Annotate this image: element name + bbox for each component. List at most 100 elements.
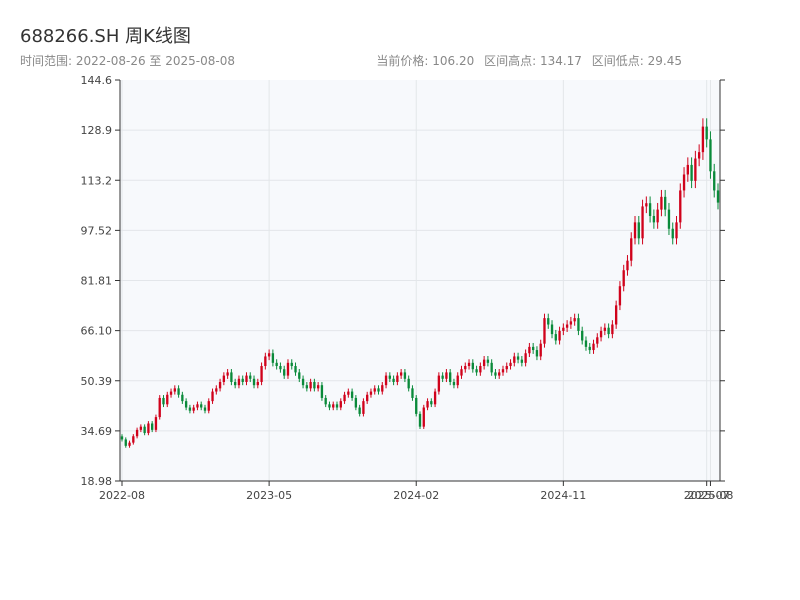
- candle-body: [147, 423, 150, 434]
- candle-body: [697, 152, 701, 159]
- candle-body: [377, 388, 380, 392]
- candle-body: [222, 375, 226, 382]
- candle-body: [543, 318, 546, 344]
- candle-body: [245, 375, 248, 382]
- chart-title: 688266.SH 周K线图: [20, 26, 191, 47]
- candle-body: [290, 362, 293, 367]
- candle-body: [320, 385, 324, 398]
- candle-body: [675, 222, 678, 239]
- candle-body: [298, 372, 301, 379]
- candle-body: [399, 372, 403, 376]
- candle-body: [309, 381, 312, 389]
- candle-body: [494, 372, 497, 376]
- candle-body: [392, 378, 395, 382]
- candle-body: [271, 353, 275, 363]
- candle-body: [211, 391, 214, 402]
- candle-body: [664, 196, 667, 210]
- candle-body: [550, 324, 554, 335]
- candle-body: [354, 397, 358, 408]
- candle-body: [445, 372, 448, 379]
- x-tick-label: 2024-02: [393, 489, 439, 502]
- candle-body: [581, 330, 584, 341]
- candle-body: [588, 346, 591, 351]
- candle-body: [539, 343, 542, 357]
- candle-body: [648, 203, 652, 216]
- candle-body: [192, 407, 195, 411]
- candle-body: [456, 375, 459, 386]
- candle-body: [169, 391, 173, 395]
- candle-body: [411, 388, 414, 398]
- candle-body: [316, 385, 320, 389]
- candle-body: [154, 417, 158, 430]
- candle-body: [200, 404, 203, 408]
- candle-body: [565, 324, 569, 328]
- candle-body: [264, 356, 267, 367]
- candle-body: [279, 366, 282, 370]
- candle-body: [671, 228, 674, 239]
- candle-body: [207, 401, 210, 411]
- candle-body: [230, 372, 233, 382]
- candle-body: [630, 238, 633, 261]
- candle-body: [505, 366, 508, 370]
- y-tick-label: 97.52: [81, 224, 113, 237]
- candle-body: [124, 439, 127, 446]
- candle-body: [520, 359, 524, 363]
- candle-body: [449, 372, 452, 382]
- x-tick-label: 2024-11: [540, 489, 586, 502]
- candle-body: [652, 215, 656, 223]
- range-high-stat: 区间高点: 134.17: [484, 54, 582, 68]
- candle-body: [143, 426, 146, 434]
- candle-body: [452, 381, 456, 386]
- candle-body: [569, 321, 573, 325]
- candle-body: [433, 391, 437, 405]
- y-tick-label: 50.39: [81, 375, 113, 388]
- candle-body: [283, 369, 286, 376]
- candle-body: [475, 369, 478, 373]
- candle-body: [690, 164, 693, 181]
- candle-body: [437, 375, 441, 392]
- candle-body: [558, 330, 561, 341]
- candle-body: [679, 190, 682, 223]
- current-price-stat: 当前价格: 106.20: [376, 54, 475, 68]
- y-tick-label: 144.6: [81, 74, 113, 87]
- candle-body: [407, 378, 410, 389]
- candle-body: [343, 394, 346, 402]
- x-tick-label: 2022-08: [99, 489, 145, 502]
- candle-body: [596, 337, 599, 344]
- candle-body: [656, 209, 659, 223]
- candle-body: [554, 334, 557, 341]
- candle-body: [562, 327, 565, 331]
- candle-body: [339, 401, 342, 408]
- candle-body: [637, 222, 640, 239]
- candle-body: [513, 356, 516, 363]
- candle-body: [313, 381, 316, 389]
- candle-body: [528, 346, 531, 354]
- candle-body: [218, 381, 222, 389]
- candle-body: [350, 391, 354, 398]
- candle-body: [196, 404, 199, 408]
- candle-body: [237, 378, 241, 386]
- candle-body: [682, 174, 686, 191]
- candle-body: [618, 286, 622, 306]
- candle-body: [162, 397, 165, 405]
- candle-body: [177, 388, 180, 395]
- candle-body: [709, 139, 712, 172]
- y-tick-label: 66.10: [81, 325, 113, 338]
- candle-body: [203, 407, 207, 411]
- candle-body: [215, 388, 218, 392]
- candle-body: [584, 340, 588, 347]
- y-tick-label: 128.9: [81, 124, 113, 137]
- candle-body: [482, 359, 486, 367]
- candle-body: [705, 126, 708, 140]
- candle-body: [486, 359, 490, 363]
- candle-body: [384, 375, 388, 386]
- candle-body: [614, 305, 618, 325]
- candle-body: [184, 401, 188, 408]
- candle-body: [332, 404, 335, 408]
- candle-body: [324, 397, 327, 405]
- candle-body: [347, 391, 350, 395]
- candle-body: [381, 385, 384, 392]
- candle-body: [173, 388, 176, 392]
- candle-body: [252, 378, 256, 386]
- candle-body: [260, 366, 263, 382]
